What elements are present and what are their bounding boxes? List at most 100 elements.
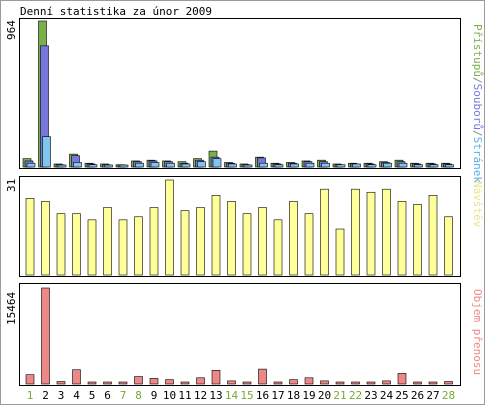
middle-panel-legend: Návštěv [471, 181, 484, 228]
bar-navstev-22 [351, 188, 360, 276]
middle-panel-ymax-label: 31 [5, 179, 18, 192]
bar-objem-8 [134, 376, 143, 385]
bar-Stránek-5 [88, 164, 98, 168]
bar-Stránek-17 [274, 164, 284, 168]
bar-navstev-5 [87, 219, 97, 276]
bar-objem-15 [242, 381, 252, 385]
bar-objem-1 [25, 374, 35, 385]
x-tick-label-22: 22 [349, 389, 362, 402]
bar-navstev-9 [149, 207, 159, 276]
x-tick-label-2: 2 [42, 389, 49, 402]
x-tick-label-11: 11 [178, 389, 191, 402]
bar-objem-21 [335, 381, 345, 385]
bar-navstev-25 [397, 201, 407, 276]
x-tick-label-24: 24 [380, 389, 394, 402]
bar-navstev-13 [211, 195, 221, 276]
bar-Stránek-18 [290, 163, 299, 168]
x-tick-label-1: 1 [27, 389, 34, 402]
bar-navstev-1 [25, 198, 35, 276]
x-tick-label-20: 20 [318, 389, 331, 402]
x-tick-label-7: 7 [120, 389, 127, 402]
bar-Stránek-11 [181, 163, 191, 168]
top-panel-legend: Přístupů/Souborů/Stránek [471, 24, 484, 183]
x-tick-label-15: 15 [240, 389, 253, 402]
bar-navstev-15 [242, 213, 252, 276]
bar-Stránek-1 [26, 162, 36, 168]
bar-Stránek-20 [321, 162, 330, 168]
bar-objem-17 [273, 381, 283, 385]
x-tick-label-16: 16 [256, 389, 269, 402]
bar-objem-23 [366, 381, 376, 385]
bar-objem-5 [87, 381, 97, 385]
x-tick-label-4: 4 [73, 389, 80, 402]
bar-objem-9 [149, 378, 159, 385]
bar-objem-28 [444, 381, 453, 385]
x-tick-label-23: 23 [364, 389, 377, 402]
x-tick-label-8: 8 [135, 389, 142, 402]
x-tick-label-14: 14 [225, 389, 239, 402]
bar-Stránek-9 [150, 162, 160, 168]
bar-Stránek-14 [228, 163, 237, 168]
bottom-panel-bars [25, 287, 453, 385]
bar-navstev-7 [118, 219, 128, 276]
bar-objem-22 [351, 381, 360, 385]
bar-navstev-18 [289, 201, 298, 276]
bar-objem-11 [180, 381, 190, 385]
bar-objem-3 [56, 381, 66, 385]
bottom-panel-legend: Objem přenosu [471, 289, 484, 375]
bar-navstev-28 [444, 216, 453, 276]
bar-navstev-2 [41, 201, 50, 276]
bar-Stránek-16 [259, 162, 268, 168]
bottom-panel-ymax-label: 15464 [5, 292, 18, 325]
x-tick-label-19: 19 [302, 389, 315, 402]
x-tick-label-5: 5 [89, 389, 96, 402]
bar-navstev-27 [428, 195, 438, 276]
bar-navstev-24 [382, 188, 391, 276]
bar-Stránek-28 [445, 164, 454, 168]
legend-part-4: Stránek [471, 137, 484, 184]
bar-navstev-4 [72, 213, 81, 276]
middle-panel: 31 Návštěv [5, 176, 484, 277]
bar-objem-6 [103, 381, 112, 385]
bar-navstev-26 [413, 204, 422, 276]
x-tick-label-26: 26 [411, 389, 424, 402]
bar-objem-18 [289, 379, 298, 385]
bar-Stránek-27 [429, 164, 439, 168]
x-tick-label-9: 9 [151, 389, 158, 402]
top-panel-bars [22, 20, 454, 168]
bar-objem-19 [304, 377, 314, 385]
x-tick-label-25: 25 [395, 389, 408, 402]
middle-panel-frame [19, 176, 461, 277]
bar-Stránek-3 [57, 164, 67, 168]
bar-objem-16 [258, 368, 267, 385]
x-tick-label-12: 12 [194, 389, 207, 402]
bar-navstev-19 [304, 213, 314, 276]
x-tick-label-21: 21 [333, 389, 346, 402]
legend-part-2: Souborů [471, 84, 484, 130]
bar-Stránek-25 [398, 162, 408, 168]
top-panel-frame [19, 18, 461, 169]
bar-navstev-16 [258, 207, 267, 276]
bar-navstev-21 [335, 228, 345, 276]
x-tick-label-6: 6 [104, 389, 111, 402]
x-tick-label-13: 13 [209, 389, 222, 402]
bar-Stránek-13 [212, 158, 222, 168]
bar-objem-7 [118, 381, 128, 385]
x-tick-label-28: 28 [442, 389, 455, 402]
bar-objem-14 [227, 380, 236, 385]
x-axis-day-labels: 1 2 3 4 5 6 7 8 9 10 11 12 13 14 15 16 17 18 19 20 21 22 23 24 2… [27, 389, 455, 402]
bar-navstev-3 [56, 213, 66, 276]
bar-Stránek-24 [383, 162, 392, 168]
bar-navstev-11 [180, 210, 190, 276]
x-tick-label-18: 18 [287, 389, 300, 402]
bar-navstev-8 [134, 216, 143, 276]
bar-Stránek-10 [166, 162, 175, 168]
bar-navstev-23 [366, 191, 376, 276]
x-tick-label-3: 3 [58, 389, 65, 402]
bar-Stránek-12 [197, 161, 206, 168]
bar-objem-12 [196, 377, 205, 385]
top-panel: 964 Přístupů/Souborů/Stránek [5, 18, 484, 183]
bar-objem-27 [428, 381, 438, 385]
bar-navstev-14 [227, 201, 236, 276]
